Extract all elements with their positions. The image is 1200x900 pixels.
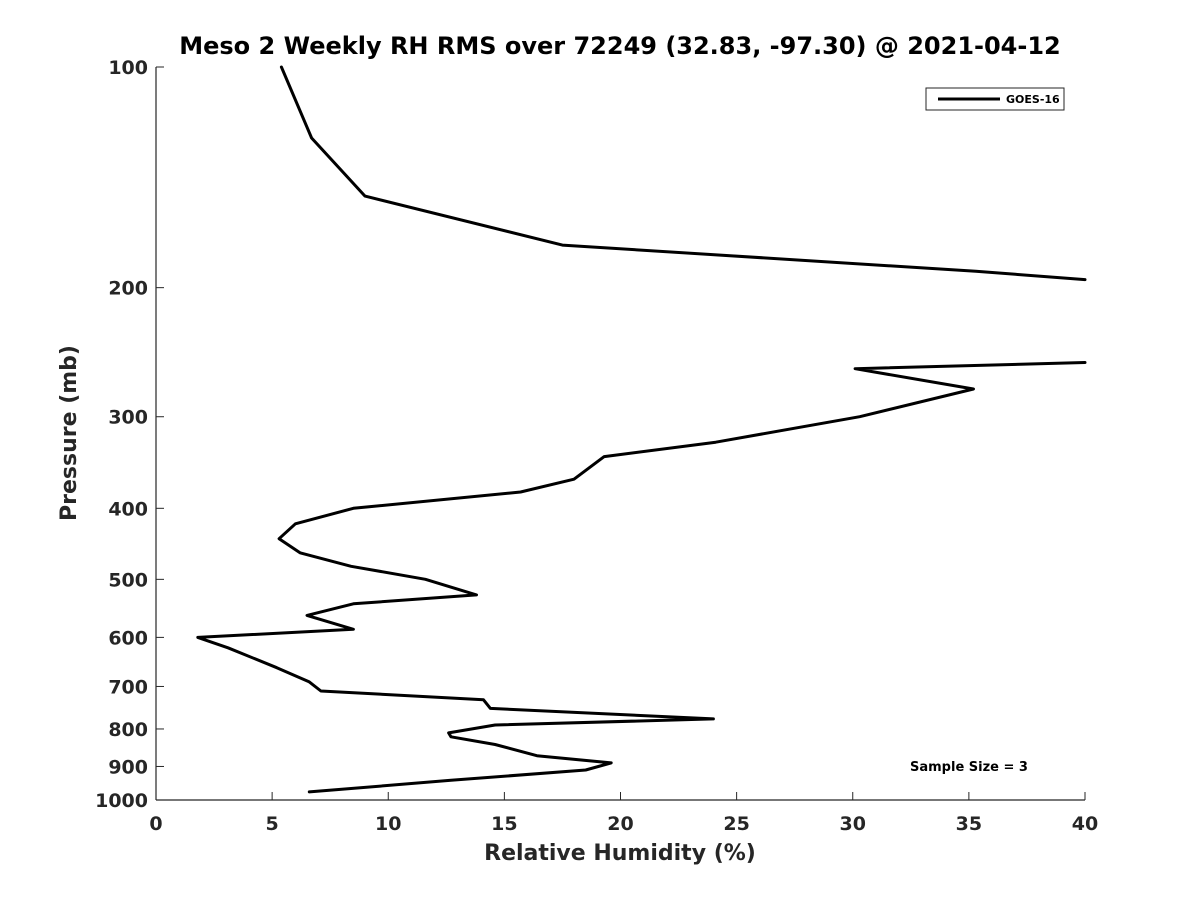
y-tick-label-400: 400 xyxy=(108,498,148,520)
plot-area: 0 5 10 15 20 25 30 35 40 100 200 300 400 500 600 700 800… xyxy=(95,57,1098,835)
y-tick-label-700: 700 xyxy=(108,676,148,698)
chart-title: Meso 2 Weekly RH RMS over 72249 (32.83, … xyxy=(179,32,1061,60)
x-tick-label-15: 15 xyxy=(491,813,517,835)
y-tick-label-100: 100 xyxy=(108,57,148,79)
x-tick-label-20: 20 xyxy=(607,813,633,835)
x-axis-label: Relative Humidity (%) xyxy=(484,841,756,866)
y-tick-label-900: 900 xyxy=(108,756,148,778)
y-tick-label-1000: 1000 xyxy=(95,790,148,812)
x-tick-label-0: 0 xyxy=(149,813,162,835)
x-tick-label-25: 25 xyxy=(723,813,749,835)
y-tick-label-800: 800 xyxy=(108,719,148,741)
series-line-1 xyxy=(279,65,1087,282)
legend-label: GOES-16 xyxy=(1006,93,1060,106)
legend: GOES-16 xyxy=(925,87,1065,111)
y-tick-label-600: 600 xyxy=(108,627,148,649)
y-tick-label-200: 200 xyxy=(108,278,148,300)
x-tick-label-5: 5 xyxy=(266,813,279,835)
x-tick-label-30: 30 xyxy=(840,813,866,835)
x-tick-label-40: 40 xyxy=(1072,813,1098,835)
series-line-2 xyxy=(196,361,1087,794)
sample-size-annotation: Sample Size = 3 xyxy=(910,760,1028,775)
y-tick-label-500: 500 xyxy=(108,569,148,591)
y-tick-label-300: 300 xyxy=(108,407,148,429)
x-tick-label-35: 35 xyxy=(956,813,982,835)
x-tick-label-10: 10 xyxy=(375,813,401,835)
y-axis-label: Pressure (mb) xyxy=(57,345,82,521)
